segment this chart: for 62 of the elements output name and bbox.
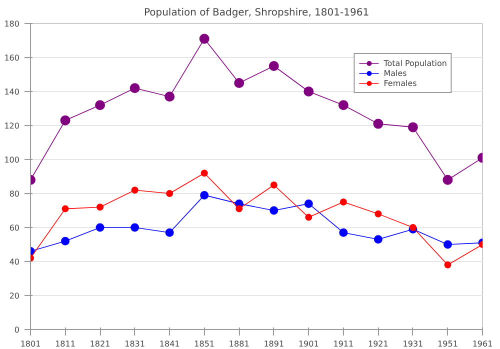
y-tick-label: 180 — [4, 20, 20, 28]
point — [200, 170, 208, 177]
point — [270, 206, 278, 215]
point — [373, 118, 384, 129]
point — [304, 199, 313, 208]
point — [234, 78, 244, 88]
y-tick-label: 140 — [4, 88, 20, 96]
y-tick-label: 120 — [4, 122, 20, 130]
y-tick-label: 160 — [4, 54, 20, 62]
x-tick-label: 1891 — [264, 340, 284, 348]
point — [268, 61, 279, 71]
legend-label: Males — [384, 68, 407, 78]
legend-label: Total Population — [384, 58, 447, 68]
point — [131, 186, 138, 194]
x-tick-label: 1831 — [124, 340, 145, 348]
y-tick-label: 80 — [9, 190, 20, 198]
point — [340, 198, 347, 206]
y-tick-label: 0 — [14, 326, 20, 334]
y-tick-label: 60 — [9, 224, 20, 232]
x-tick-label: 1811 — [55, 340, 76, 348]
point — [442, 174, 453, 185]
point — [62, 205, 69, 212]
x-tick-label: 1851 — [194, 340, 215, 348]
x-tick-label: 1841 — [159, 340, 180, 348]
point — [61, 236, 70, 246]
point — [304, 86, 314, 96]
x-tick-label: 1961 — [472, 340, 493, 348]
point — [165, 228, 174, 237]
point — [199, 34, 210, 44]
point — [338, 100, 348, 110]
x-tick-label: 1921 — [368, 340, 388, 348]
point — [60, 115, 70, 126]
point — [409, 224, 416, 231]
point — [164, 92, 175, 102]
legend-label: Females — [384, 78, 417, 88]
point — [374, 235, 382, 244]
point — [236, 205, 243, 212]
point — [374, 210, 382, 218]
point — [408, 122, 418, 132]
point — [130, 83, 140, 94]
point — [166, 190, 174, 197]
point — [443, 240, 452, 249]
y-tick-label: 20 — [9, 292, 20, 300]
point — [200, 190, 209, 200]
y-tick-label: 40 — [9, 258, 20, 266]
x-tick-label: 1881 — [228, 340, 250, 348]
point — [444, 261, 452, 268]
x-tick-label: 1911 — [333, 340, 354, 348]
point — [339, 228, 348, 237]
point — [305, 214, 312, 221]
point — [130, 223, 140, 232]
point — [95, 100, 106, 110]
x-tick-label: 1821 — [90, 340, 110, 348]
y-tick-label: 100 — [4, 156, 20, 164]
point — [96, 204, 104, 211]
point — [270, 182, 278, 188]
x-tick-label: 1801 — [20, 340, 41, 348]
x-tick-label: 1951 — [438, 340, 458, 348]
point — [96, 223, 104, 232]
x-tick-label: 1901 — [298, 340, 319, 348]
chart-title: Population of Badger, Shropshire, 1801-1961 — [144, 8, 370, 18]
x-tick-label: 1931 — [402, 340, 424, 348]
